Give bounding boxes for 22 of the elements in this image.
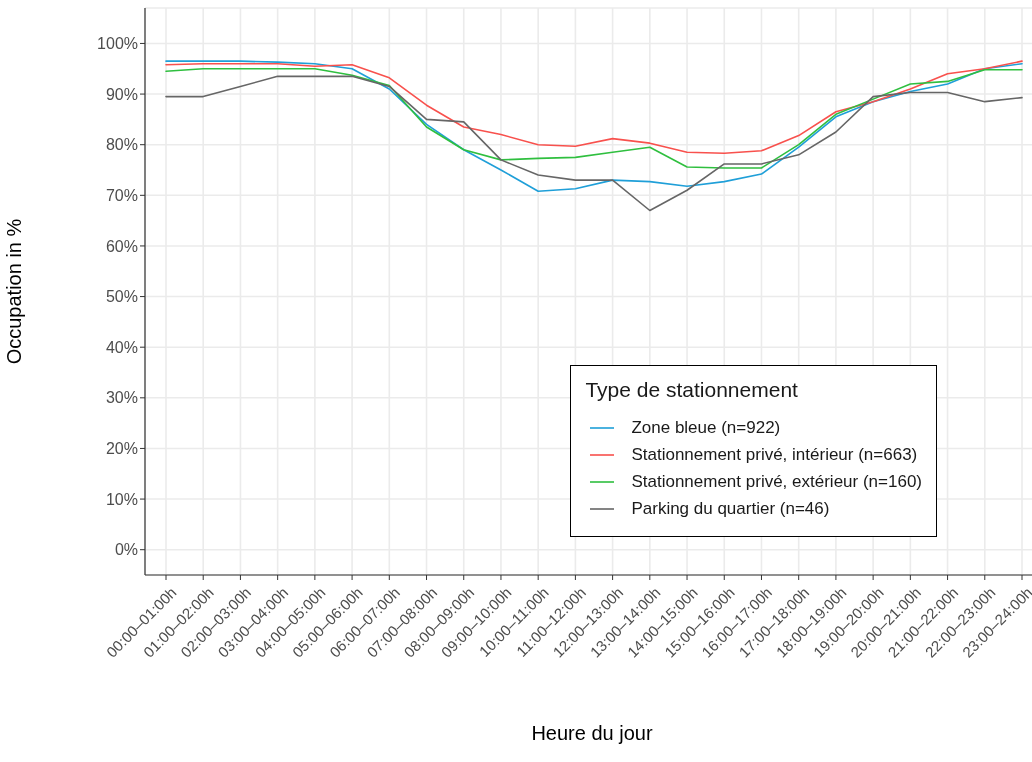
y-axis-title: Occupation in %	[3, 218, 26, 365]
y-tick-label: 10%	[105, 490, 138, 508]
y-tick-label: 40%	[105, 338, 138, 356]
y-tick-label: 30%	[105, 389, 138, 407]
legend-label: Parking du quartier (n=46)	[631, 498, 830, 519]
y-tick-label: 100%	[97, 35, 138, 53]
y-tick-label: 50%	[105, 288, 138, 306]
y-tick-label: 0%	[114, 541, 138, 559]
x-axis-title: Heure du jour	[531, 722, 653, 744]
legend-label: Stationnement privé, extérieur (n=160)	[631, 471, 922, 492]
legend-label: Zone bleue (n=922)	[631, 417, 781, 438]
line-series	[165, 60, 1023, 193]
y-tick-label: 80%	[105, 136, 138, 154]
legend-label: Stationnement privé, intérieur (n=663)	[631, 444, 918, 465]
line-series	[165, 75, 1023, 212]
line-series	[165, 60, 1023, 155]
line-series	[165, 67, 1023, 169]
y-tick-label: 70%	[105, 186, 138, 204]
y-tick-label: 90%	[105, 85, 138, 103]
y-tick-label: 20%	[105, 440, 138, 458]
legend-title: Type de stationnement	[585, 378, 799, 402]
y-tick-label: 60%	[105, 237, 138, 255]
